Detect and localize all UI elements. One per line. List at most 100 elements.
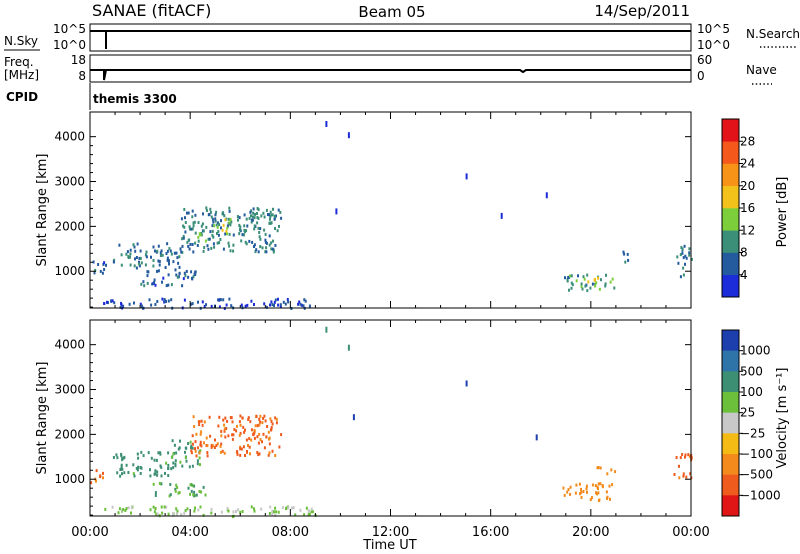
power-cell	[183, 298, 186, 302]
velocity-cell	[673, 473, 676, 476]
velocity-cell	[174, 459, 177, 463]
velocity-cell	[95, 479, 97, 483]
nave-label: Nave	[746, 63, 777, 77]
velocity-cell	[178, 491, 181, 495]
velocity-cell	[606, 495, 609, 499]
power-cell	[265, 305, 268, 309]
velocity-cell	[236, 424, 238, 428]
power-cell	[215, 210, 218, 214]
power-cell	[133, 245, 136, 249]
velocity-cell	[167, 463, 170, 467]
velocity-cell	[236, 450, 239, 454]
power-cell	[207, 247, 210, 251]
velocity-cell	[268, 437, 270, 441]
power-cell	[139, 302, 142, 306]
velocity-cell	[229, 416, 232, 420]
power-cell	[178, 255, 181, 259]
power-cell	[274, 298, 277, 302]
power-cell	[120, 253, 123, 257]
velocity-cell	[220, 510, 223, 514]
velocity-cell	[303, 513, 306, 517]
power-cell	[253, 216, 256, 220]
velocity-cell	[250, 438, 253, 442]
power-cell	[568, 288, 570, 292]
power-cell	[218, 305, 221, 309]
power-cell	[189, 227, 191, 231]
power-cell	[222, 223, 225, 227]
power-cell	[303, 298, 306, 302]
power-cell	[284, 302, 287, 306]
power-cell	[219, 298, 222, 302]
velocity-cell	[579, 492, 581, 496]
velocity-cell	[256, 435, 259, 439]
velocity-cell	[139, 472, 142, 475]
velocity-cell	[614, 470, 617, 474]
power-cell	[167, 283, 170, 287]
power-cell	[154, 249, 156, 253]
power-cell	[254, 212, 256, 216]
power-cell	[274, 244, 277, 247]
velocity-cell	[125, 463, 128, 467]
velocity-cell	[171, 439, 174, 443]
power-cell	[228, 206, 231, 210]
power-cell	[681, 247, 684, 251]
power-cell	[248, 239, 251, 243]
power-cell	[258, 231, 261, 234]
velocity-cell	[203, 441, 205, 445]
power-cell	[152, 264, 155, 268]
velocity-cell	[199, 440, 202, 444]
power-cell	[260, 214, 263, 218]
power-cell	[256, 207, 259, 210]
power-cell	[569, 274, 571, 278]
y-tick-label: 2000	[54, 219, 85, 233]
velocity-cell	[596, 485, 599, 489]
velocity-cell	[263, 446, 266, 450]
power-cell	[170, 298, 173, 302]
velocity-cell	[167, 512, 170, 516]
velocity-cell	[599, 482, 602, 486]
power-cell	[181, 250, 184, 254]
velocity-cell	[608, 484, 611, 488]
power-cell	[180, 217, 183, 221]
power-cell	[265, 246, 268, 250]
velocity-cell	[275, 510, 278, 514]
power-cell	[228, 244, 231, 248]
power-cell	[194, 231, 197, 235]
power-cell	[207, 213, 210, 217]
power-cell	[570, 274, 573, 278]
velocity-cell	[241, 510, 244, 513]
velocity-cell	[158, 481, 161, 485]
velocity-cell	[167, 467, 170, 470]
power-cell	[217, 233, 220, 237]
power-cell	[232, 243, 235, 247]
power-cell	[176, 256, 179, 260]
power-cell	[105, 263, 107, 267]
power-cell	[600, 278, 602, 282]
power-cell	[213, 224, 216, 228]
velocity-cell	[130, 506, 133, 510]
power-cell	[225, 303, 228, 307]
velocity-cell	[307, 509, 310, 513]
velocity-colorbar-label: −100	[740, 447, 773, 461]
velocity-cell	[122, 508, 125, 511]
power-colorbar-block	[722, 119, 739, 142]
velocity-cell	[200, 430, 203, 434]
velocity-colorbar-block	[722, 392, 739, 413]
velocity-cell	[239, 447, 242, 451]
velocity-cell	[566, 490, 569, 494]
velocity-cell	[256, 424, 259, 428]
power-cell	[163, 298, 166, 302]
power-cell	[257, 226, 260, 230]
power-cell	[232, 249, 235, 253]
velocity-cell	[247, 416, 250, 420]
power-cell	[197, 300, 199, 304]
velocity-cell	[191, 464, 194, 468]
power-cell	[679, 253, 682, 257]
velocity-cell	[239, 510, 242, 514]
power-cell	[122, 304, 125, 308]
velocity-cell	[679, 456, 682, 460]
x-tick-label: 04:00	[171, 525, 208, 540]
power-cell	[688, 253, 691, 257]
velocity-cell	[190, 451, 193, 455]
